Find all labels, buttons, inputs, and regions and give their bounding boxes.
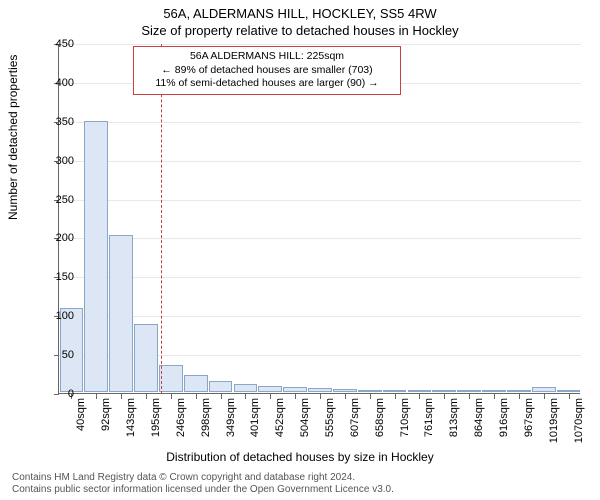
y-tick-label: 300 xyxy=(44,155,74,167)
chart-area: 40sqm92sqm143sqm195sqm246sqm298sqm349sqm… xyxy=(58,44,580,394)
bar xyxy=(532,387,556,392)
y-tick-label: 400 xyxy=(44,77,74,89)
bar xyxy=(432,390,456,392)
x-tick-label: 143sqm xyxy=(125,398,137,437)
x-tick xyxy=(494,394,495,399)
gridline xyxy=(59,316,581,317)
bar xyxy=(507,390,531,392)
x-tick-label: 246sqm xyxy=(175,398,187,437)
x-tick xyxy=(221,394,222,399)
x-tick-label: 761sqm xyxy=(423,398,435,437)
y-tick-label: 200 xyxy=(44,232,74,244)
x-tick xyxy=(196,394,197,399)
x-tick xyxy=(171,394,172,399)
bar xyxy=(159,365,183,392)
x-tick-label: 92sqm xyxy=(100,398,112,431)
x-tick-label: 658sqm xyxy=(374,398,386,437)
bar xyxy=(234,384,258,392)
x-tick-label: 1019sqm xyxy=(548,398,560,443)
bar xyxy=(209,381,233,392)
title-subtitle: Size of property relative to detached ho… xyxy=(0,21,600,38)
x-tick xyxy=(245,394,246,399)
bar xyxy=(408,390,432,392)
title-address: 56A, ALDERMANS HILL, HOCKLEY, SS5 4RW xyxy=(0,0,600,21)
x-tick-label: 813sqm xyxy=(448,398,460,437)
gridline xyxy=(59,161,581,162)
x-tick-label: 349sqm xyxy=(225,398,237,437)
gridline xyxy=(59,277,581,278)
gridline xyxy=(59,200,581,201)
bar xyxy=(109,235,133,392)
x-tick xyxy=(146,394,147,399)
x-tick-label: 555sqm xyxy=(324,398,336,437)
x-tick-label: 452sqm xyxy=(274,398,286,437)
x-tick-label: 916sqm xyxy=(498,398,510,437)
bar xyxy=(258,386,282,392)
x-tick-label: 967sqm xyxy=(523,398,535,437)
annotation-line: 11% of semi-detached houses are larger (… xyxy=(142,77,392,91)
bar xyxy=(358,390,382,392)
x-tick-label: 1070sqm xyxy=(573,398,585,443)
y-tick-label: 0 xyxy=(44,388,74,400)
x-tick xyxy=(419,394,420,399)
bar xyxy=(383,390,407,392)
reference-line xyxy=(161,44,162,394)
x-tick-label: 40sqm xyxy=(75,398,87,431)
y-tick-label: 150 xyxy=(44,271,74,283)
x-tick xyxy=(519,394,520,399)
x-tick xyxy=(96,394,97,399)
x-tick-label: 864sqm xyxy=(473,398,485,437)
x-tick-label: 504sqm xyxy=(299,398,311,437)
gridline xyxy=(59,122,581,123)
footer-line2: Contains public sector information licen… xyxy=(12,484,394,496)
bar xyxy=(184,375,208,392)
x-tick xyxy=(121,394,122,399)
x-tick xyxy=(569,394,570,399)
x-tick xyxy=(370,394,371,399)
gridline xyxy=(59,238,581,239)
bar xyxy=(557,390,581,392)
x-tick xyxy=(270,394,271,399)
annotation-box: 56A ALDERMANS HILL: 225sqm← 89% of detac… xyxy=(133,46,401,95)
x-tick xyxy=(544,394,545,399)
x-tick xyxy=(444,394,445,399)
y-tick-label: 350 xyxy=(44,116,74,128)
annotation-line: ← 89% of detached houses are smaller (70… xyxy=(142,64,392,78)
gridline xyxy=(59,44,581,45)
x-tick-label: 195sqm xyxy=(150,398,162,437)
footer-line1: Contains HM Land Registry data © Crown c… xyxy=(12,472,394,484)
footer-attribution: Contains HM Land Registry data © Crown c… xyxy=(12,472,394,496)
x-tick xyxy=(345,394,346,399)
x-tick xyxy=(395,394,396,399)
y-tick-label: 250 xyxy=(44,194,74,206)
x-tick-label: 607sqm xyxy=(349,398,361,437)
bar xyxy=(84,121,108,392)
x-axis-label: Distribution of detached houses by size … xyxy=(0,450,600,464)
bar xyxy=(333,389,357,392)
x-tick xyxy=(295,394,296,399)
x-tick-label: 298sqm xyxy=(200,398,212,437)
y-tick-label: 450 xyxy=(44,38,74,50)
x-tick-label: 710sqm xyxy=(399,398,411,437)
y-tick-label: 50 xyxy=(44,349,74,361)
y-axis-label: Number of detached properties xyxy=(6,55,20,220)
bar xyxy=(283,387,307,392)
annotation-line: 56A ALDERMANS HILL: 225sqm xyxy=(142,50,392,64)
x-tick-label: 401sqm xyxy=(249,398,261,437)
plot-region: 40sqm92sqm143sqm195sqm246sqm298sqm349sqm… xyxy=(58,44,580,394)
y-tick-label: 100 xyxy=(44,310,74,322)
bar xyxy=(457,390,481,392)
bar xyxy=(134,324,158,392)
x-tick xyxy=(320,394,321,399)
bar xyxy=(482,390,506,392)
bar xyxy=(308,388,332,392)
x-tick xyxy=(469,394,470,399)
